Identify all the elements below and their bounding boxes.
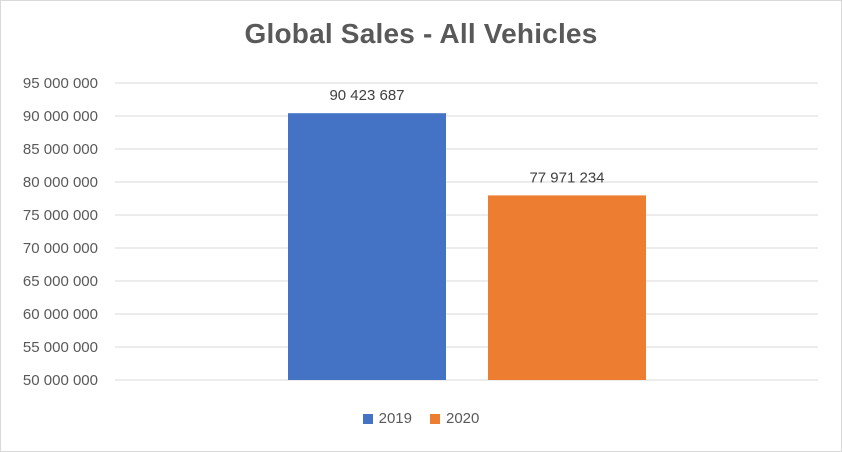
y-tick-label: 50 000 000 — [23, 372, 98, 389]
chart-title: Global Sales - All Vehicles — [244, 18, 598, 49]
y-tick-label: 80 000 000 — [23, 174, 98, 191]
legend-label-2019: 2019 — [378, 410, 412, 427]
legend-item-2020: 2020 — [430, 410, 479, 427]
bar-2019 — [288, 113, 446, 380]
data-label-2019: 90 423 687 — [329, 87, 404, 104]
y-axis-ticks: 50 000 000 55 000 000 60 000 000 65 000 000… — [23, 75, 98, 389]
bars — [288, 113, 646, 380]
data-labels: 90 423 687 77 971 234 — [329, 87, 604, 186]
y-tick-label: 55 000 000 — [23, 339, 98, 356]
y-tick-label: 70 000 000 — [23, 240, 98, 257]
legend-label-2020: 2020 — [446, 410, 480, 427]
legend-item-2019: 2019 — [362, 410, 412, 427]
bar-2020 — [488, 195, 646, 380]
data-label-2020: 77 971 234 — [529, 169, 604, 186]
legend-swatch-2020 — [430, 413, 440, 424]
legend-swatch-2019 — [362, 413, 373, 424]
legend: 2019 2020 — [0, 410, 842, 427]
gridlines — [115, 82, 818, 381]
y-tick-label: 65 000 000 — [23, 273, 98, 290]
y-tick-label: 95 000 000 — [23, 75, 98, 92]
y-tick-label: 75 000 000 — [23, 207, 98, 224]
y-tick-label: 85 000 000 — [23, 141, 98, 158]
y-tick-label: 60 000 000 — [23, 306, 98, 323]
y-tick-label: 90 000 000 — [23, 108, 98, 125]
